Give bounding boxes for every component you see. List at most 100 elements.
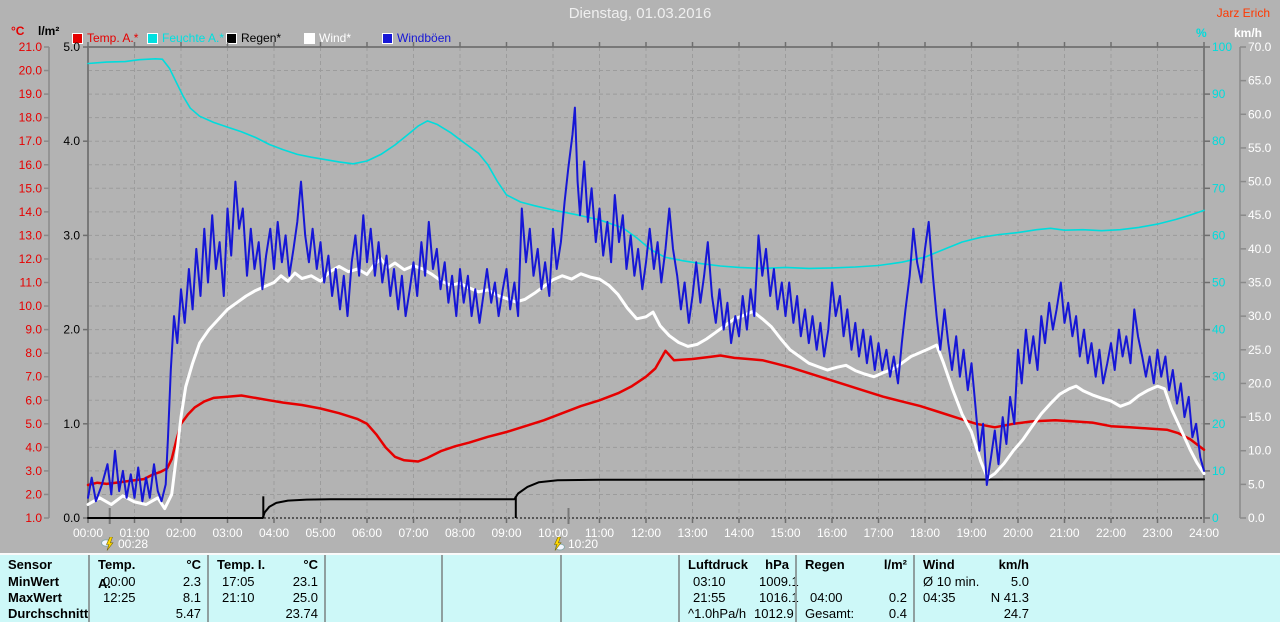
- cell-value: 23.1: [292, 574, 318, 589]
- svg-text:4.0: 4.0: [25, 440, 42, 454]
- svg-text:0.0: 0.0: [1248, 511, 1265, 525]
- stats-table: Sensor MinWert MaxWert Durchschnitt Temp…: [0, 553, 1280, 625]
- cell-value: 1012.9: [754, 606, 794, 621]
- cell-time: [797, 574, 865, 590]
- cell-value: 23.74: [285, 606, 318, 621]
- svg-text:0.0: 0.0: [63, 511, 80, 525]
- cell-value: 24.7: [1003, 606, 1029, 621]
- stats-col-temp-i: Temp. I. °C 17:05 23.1 21:10 25.0 23.74: [207, 555, 324, 622]
- rain-swatch: [226, 32, 237, 44]
- svg-text:45.0: 45.0: [1248, 208, 1272, 222]
- svg-text:16.0: 16.0: [19, 158, 43, 172]
- humidity-axis-unit: %: [1196, 26, 1207, 40]
- cell-time: 04:35: [923, 590, 956, 605]
- svg-text:50: 50: [1212, 276, 1226, 290]
- legend-item-temp[interactable]: Temp. A.*: [72, 31, 138, 45]
- cell-time: [209, 606, 277, 622]
- col-name: Temp. A.: [98, 557, 136, 591]
- svg-text:0: 0: [1212, 511, 1219, 525]
- cell-time: 00:00: [103, 574, 136, 589]
- svg-text:2.0: 2.0: [25, 487, 42, 501]
- svg-text:14.0: 14.0: [19, 205, 43, 219]
- col-unit: °C: [186, 557, 201, 572]
- svg-text:07:00: 07:00: [398, 526, 428, 540]
- stats-row-labels: Sensor MinWert MaxWert Durchschnitt: [0, 555, 88, 622]
- event-marker-1020: 10:20: [551, 537, 598, 551]
- legend-item-humidity[interactable]: Feuchte A.*: [147, 31, 224, 45]
- cell-value: 1009.1: [759, 574, 799, 589]
- event-time: 00:28: [118, 537, 149, 551]
- row-label: Sensor: [8, 557, 53, 572]
- svg-text:9.0: 9.0: [25, 323, 42, 337]
- legend-label: Temp. A.*: [87, 31, 139, 45]
- stats-col-regen: Regen l/m² 04:00 0.2 Gesamt: 0.4: [795, 555, 913, 622]
- lightning-icon: [554, 537, 565, 551]
- svg-text:10:00: 10:00: [538, 526, 568, 540]
- svg-text:12:00: 12:00: [631, 526, 661, 540]
- cell-time: 21:10: [222, 590, 255, 605]
- svg-text:90: 90: [1212, 87, 1226, 101]
- cell-value: 8.1: [182, 590, 201, 605]
- svg-text:20: 20: [1212, 417, 1226, 431]
- svg-text:20.0: 20.0: [19, 64, 43, 78]
- page-title: Dienstag, 01.03.2016: [568, 5, 712, 22]
- svg-text:09:00: 09:00: [491, 526, 521, 540]
- cell-time: 12:25: [103, 590, 136, 605]
- col-name: Luftdruck: [688, 557, 748, 572]
- svg-text:19:00: 19:00: [956, 526, 986, 540]
- svg-text:15.0: 15.0: [1248, 410, 1272, 424]
- lightning-icon: [101, 537, 114, 551]
- svg-text:22:00: 22:00: [1096, 526, 1126, 540]
- cell-value: 5.0: [1010, 574, 1029, 589]
- cell-value: [865, 574, 913, 590]
- svg-text:30: 30: [1212, 370, 1226, 384]
- cell-time: [90, 606, 158, 622]
- cell-value: N 41.3: [990, 590, 1029, 605]
- svg-text:50.0: 50.0: [1248, 175, 1272, 189]
- cell-time: Ø 10 min.: [923, 574, 980, 589]
- svg-text:03:00: 03:00: [212, 526, 242, 540]
- svg-text:13.0: 13.0: [19, 228, 43, 242]
- legend-label: Feuchte A.*: [162, 31, 225, 45]
- cell-time: Gesamt:: [805, 606, 855, 621]
- svg-text:10.0: 10.0: [19, 299, 43, 313]
- legend-label: Wind*: [319, 31, 352, 45]
- cell-value: 2.3: [182, 574, 201, 589]
- svg-text:18.0: 18.0: [19, 111, 43, 125]
- legend-item-rain[interactable]: Regen*: [226, 31, 281, 45]
- svg-text:8.0: 8.0: [25, 346, 42, 360]
- svg-text:08:00: 08:00: [445, 526, 475, 540]
- col-name: Regen: [805, 557, 845, 572]
- svg-text:05:00: 05:00: [305, 526, 335, 540]
- svg-text:13:00: 13:00: [677, 526, 707, 540]
- col-name: Wind: [923, 557, 955, 572]
- cell-value: 5.47: [175, 606, 201, 621]
- event-time: 10:20: [568, 537, 599, 551]
- svg-text:70.0: 70.0: [1248, 40, 1272, 54]
- legend-item-gusts[interactable]: Windböen: [382, 31, 451, 45]
- svg-text:100: 100: [1212, 40, 1232, 54]
- svg-text:25.0: 25.0: [1248, 343, 1272, 357]
- svg-text:1.0: 1.0: [25, 511, 42, 525]
- temp-axis-unit: °C: [11, 24, 25, 38]
- wind-axis-unit: km/h: [1234, 26, 1263, 40]
- col-name: Temp. I.: [217, 557, 266, 572]
- event-marker-0028: 00:28: [101, 537, 148, 551]
- svg-text:10: 10: [1212, 464, 1226, 478]
- svg-text:15.0: 15.0: [19, 181, 43, 195]
- svg-text:60.0: 60.0: [1248, 107, 1272, 121]
- svg-text:19.0: 19.0: [19, 87, 43, 101]
- svg-text:02:00: 02:00: [166, 526, 196, 540]
- cell-value: 25.0: [292, 590, 318, 605]
- legend-label: Windböen: [397, 31, 452, 45]
- svg-text:16:00: 16:00: [817, 526, 847, 540]
- svg-text:35.0: 35.0: [1248, 276, 1272, 290]
- stats-col-empty-3: [560, 555, 678, 622]
- gusts-swatch: [382, 32, 393, 44]
- svg-text:21:00: 21:00: [1049, 526, 1079, 540]
- row-label: MinWert: [8, 574, 60, 589]
- legend-item-wind[interactable]: Wind*: [304, 31, 351, 45]
- col-unit: hPa: [765, 557, 789, 572]
- row-label: MaxWert: [8, 590, 62, 605]
